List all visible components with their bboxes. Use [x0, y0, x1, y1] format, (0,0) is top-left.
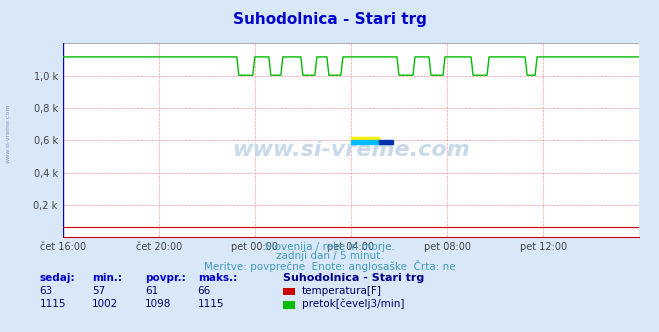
- Text: 63: 63: [40, 286, 53, 296]
- Text: min.:: min.:: [92, 273, 123, 283]
- Text: Meritve: povprečne  Enote: anglosaške  Črta: ne: Meritve: povprečne Enote: anglosaške Črt…: [204, 260, 455, 272]
- Text: 61: 61: [145, 286, 158, 296]
- Text: Suhodolnica - Stari trg: Suhodolnica - Stari trg: [233, 12, 426, 27]
- Text: maks.:: maks.:: [198, 273, 237, 283]
- Text: 1002: 1002: [92, 299, 119, 309]
- Text: temperatura[F]: temperatura[F]: [302, 286, 382, 296]
- Text: www.si-vreme.com: www.si-vreme.com: [232, 140, 470, 160]
- Text: www.si-vreme.com: www.si-vreme.com: [5, 103, 11, 163]
- Text: povpr.:: povpr.:: [145, 273, 186, 283]
- Text: 1115: 1115: [40, 299, 66, 309]
- Text: sedaj:: sedaj:: [40, 273, 75, 283]
- Bar: [351, 137, 379, 140]
- Text: 1098: 1098: [145, 299, 171, 309]
- Text: zadnji dan / 5 minut.: zadnji dan / 5 minut.: [275, 251, 384, 261]
- Text: 66: 66: [198, 286, 211, 296]
- Text: 57: 57: [92, 286, 105, 296]
- Text: pretok[čevelj3/min]: pretok[čevelj3/min]: [302, 298, 405, 309]
- Bar: [351, 140, 379, 143]
- Text: 1115: 1115: [198, 299, 224, 309]
- Text: Slovenija / reke in morje.: Slovenija / reke in morje.: [264, 242, 395, 252]
- Text: Suhodolnica - Stari trg: Suhodolnica - Stari trg: [283, 273, 424, 283]
- Bar: [379, 140, 393, 143]
